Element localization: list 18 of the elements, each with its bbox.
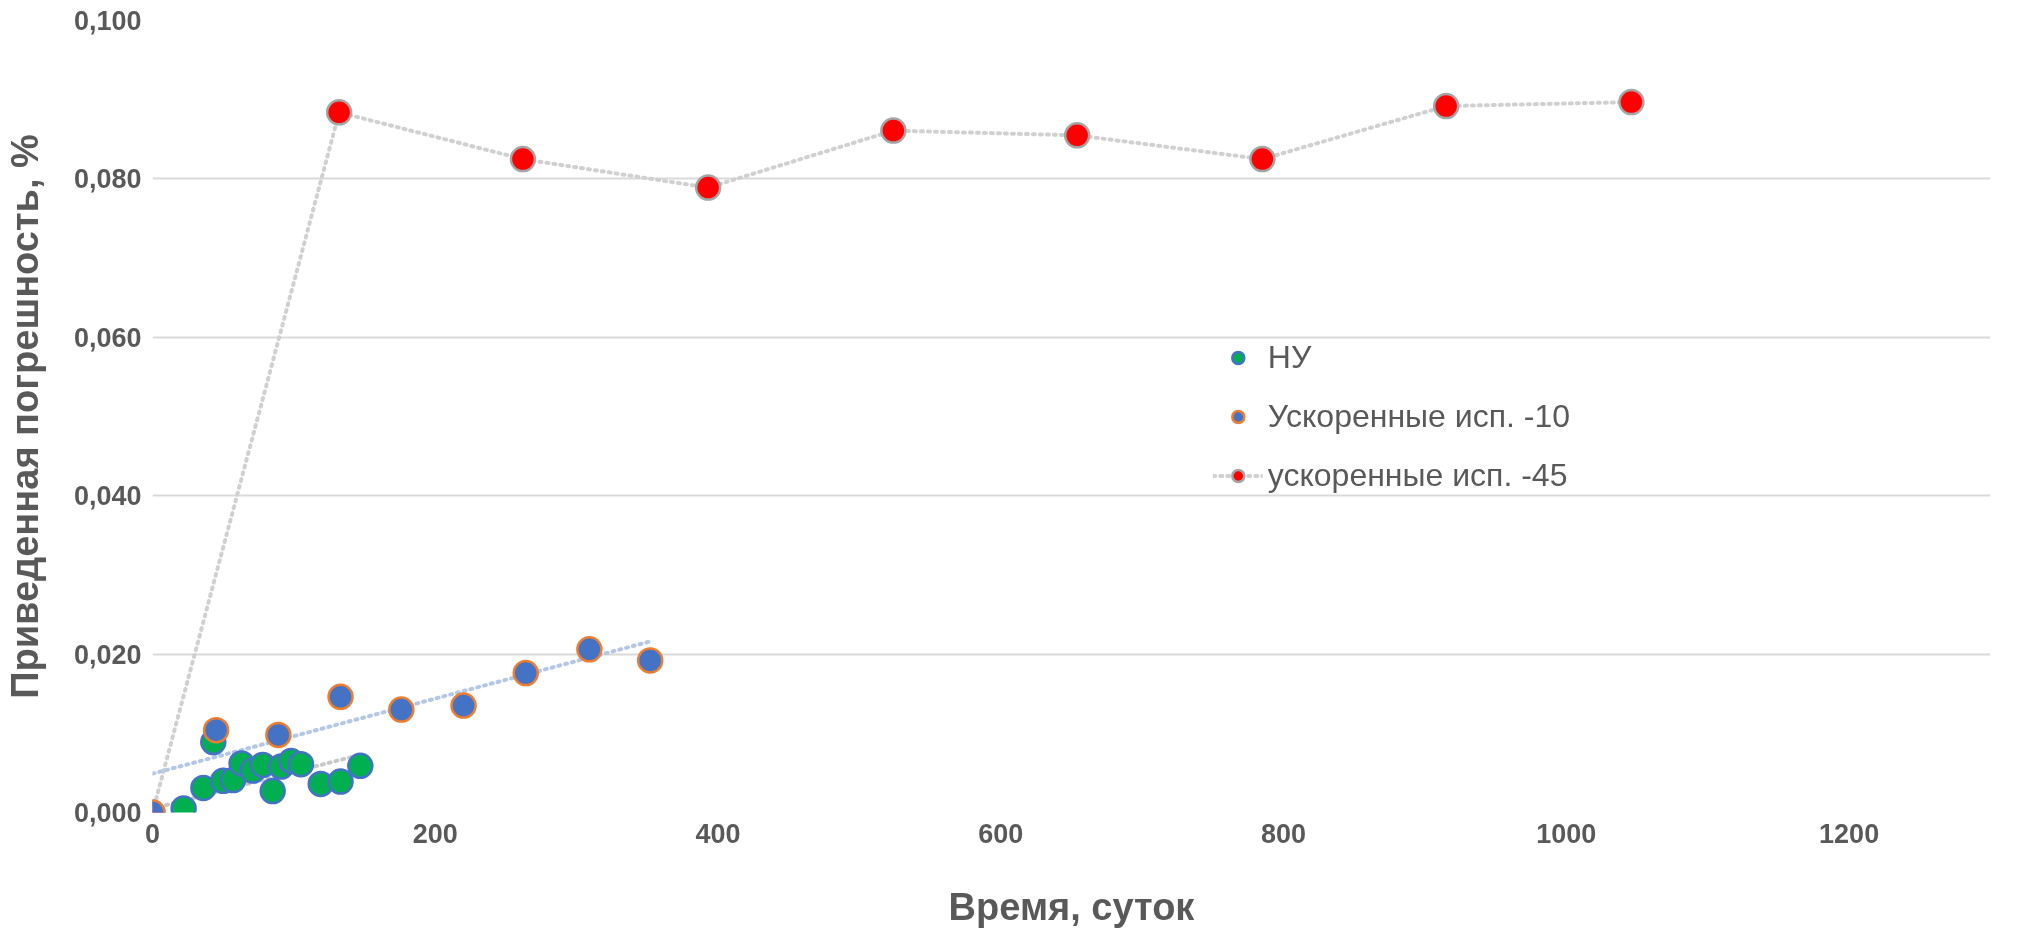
y-tick-label: 0,000 bbox=[73, 798, 142, 828]
x-tick-label: 0 bbox=[144, 818, 161, 849]
y-tick-label: 0,020 bbox=[73, 639, 142, 670]
y-axis-title: Приведенная погрешность, % bbox=[3, 134, 46, 699]
x-tick-label: 1200 bbox=[1819, 818, 1880, 849]
x-axis-title: Время, суток bbox=[948, 885, 1196, 928]
y-tick-label: 0,060 bbox=[73, 322, 142, 353]
x-tick-label: 600 bbox=[978, 818, 1024, 849]
y-tick-label: 0,100 bbox=[73, 6, 142, 36]
y-tick-label: 0,080 bbox=[73, 164, 142, 195]
x-tick-label: 200 bbox=[412, 818, 458, 849]
x-tick-label: 1000 bbox=[1536, 818, 1597, 849]
legend-label: Ускоренные исп. -10 bbox=[1267, 397, 1570, 435]
legend-label: НУ bbox=[1267, 338, 1312, 376]
legend-label: ускоренные исп. -45 bbox=[1267, 456, 1568, 494]
y-tick-label: 0,040 bbox=[73, 481, 142, 512]
x-tick-label: 400 bbox=[695, 818, 741, 849]
x-tick-label: 800 bbox=[1261, 818, 1307, 849]
